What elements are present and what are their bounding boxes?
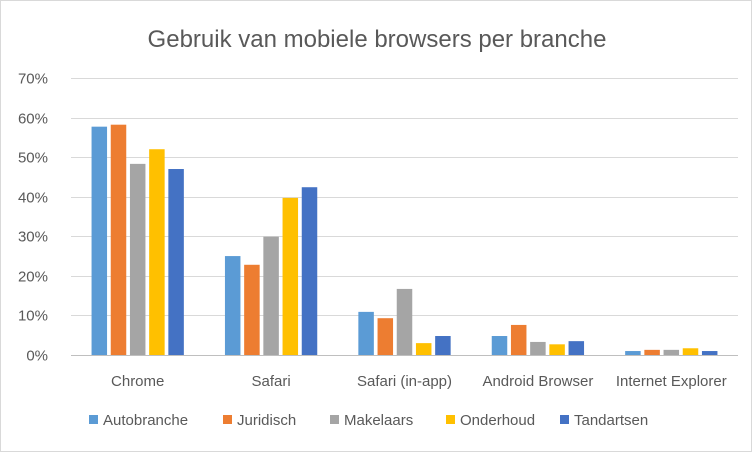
- bar: [435, 336, 451, 355]
- legend-label: Juridisch: [237, 412, 296, 429]
- y-tick-label: 20%: [18, 269, 48, 286]
- bar: [282, 197, 299, 355]
- legend-label: Tandartsen: [574, 412, 648, 429]
- legend-swatch: [89, 415, 98, 424]
- bar: [110, 124, 127, 355]
- bar: [396, 288, 413, 355]
- x-category-label: Safari: [252, 373, 291, 390]
- bar: [549, 344, 565, 355]
- y-tick-label: 30%: [18, 229, 48, 246]
- bars: [91, 124, 718, 355]
- bar: [129, 163, 146, 355]
- x-category-label: Internet Explorer: [616, 373, 727, 390]
- bar: [91, 126, 108, 355]
- x-axis-categories: Chrome Safari Safari (in-app) Android Brows…: [111, 373, 727, 390]
- y-tick-label: 70%: [18, 71, 48, 88]
- legend-swatch: [330, 415, 339, 424]
- bar: [149, 149, 165, 355]
- legend-swatch: [446, 415, 455, 424]
- y-tick-label: 0%: [26, 348, 48, 365]
- bar: [377, 318, 394, 355]
- x-category-label: Android Browser: [482, 373, 593, 390]
- bar: [491, 336, 508, 355]
- legend-label: Autobranche: [103, 412, 188, 429]
- y-tick-label: 50%: [18, 150, 48, 167]
- bar: [263, 236, 279, 355]
- y-axis-ticks: 0% 10% 20% 30% 40% 50% 60% 70%: [18, 71, 48, 365]
- y-tick-label: 40%: [18, 190, 48, 207]
- legend-swatch: [223, 415, 232, 424]
- y-tick-label: 10%: [18, 308, 48, 325]
- chart-title: Gebruik van mobiele browsers per branche: [148, 26, 607, 53]
- legend: Autobranche Juridisch Makelaars Onderhoud Ta…: [89, 412, 648, 429]
- x-category-label: Chrome: [111, 373, 164, 390]
- bar: [415, 343, 432, 355]
- y-tick-label: 60%: [18, 111, 48, 128]
- bar: [358, 311, 374, 355]
- bar: [701, 351, 718, 355]
- x-category-label: Safari (in-app): [357, 373, 452, 390]
- bar: [663, 349, 680, 355]
- bar: [568, 341, 585, 355]
- bar: [625, 351, 641, 355]
- bar: [682, 348, 699, 355]
- legend-label: Makelaars: [344, 412, 413, 429]
- bar: [644, 349, 660, 355]
- bar: [168, 169, 184, 355]
- bar: [244, 264, 260, 355]
- bar: [301, 187, 318, 355]
- bar: [224, 256, 241, 355]
- bar: [530, 341, 546, 355]
- legend-label: Onderhoud: [460, 412, 535, 429]
- legend-swatch: [560, 415, 569, 424]
- bar: [510, 324, 527, 355]
